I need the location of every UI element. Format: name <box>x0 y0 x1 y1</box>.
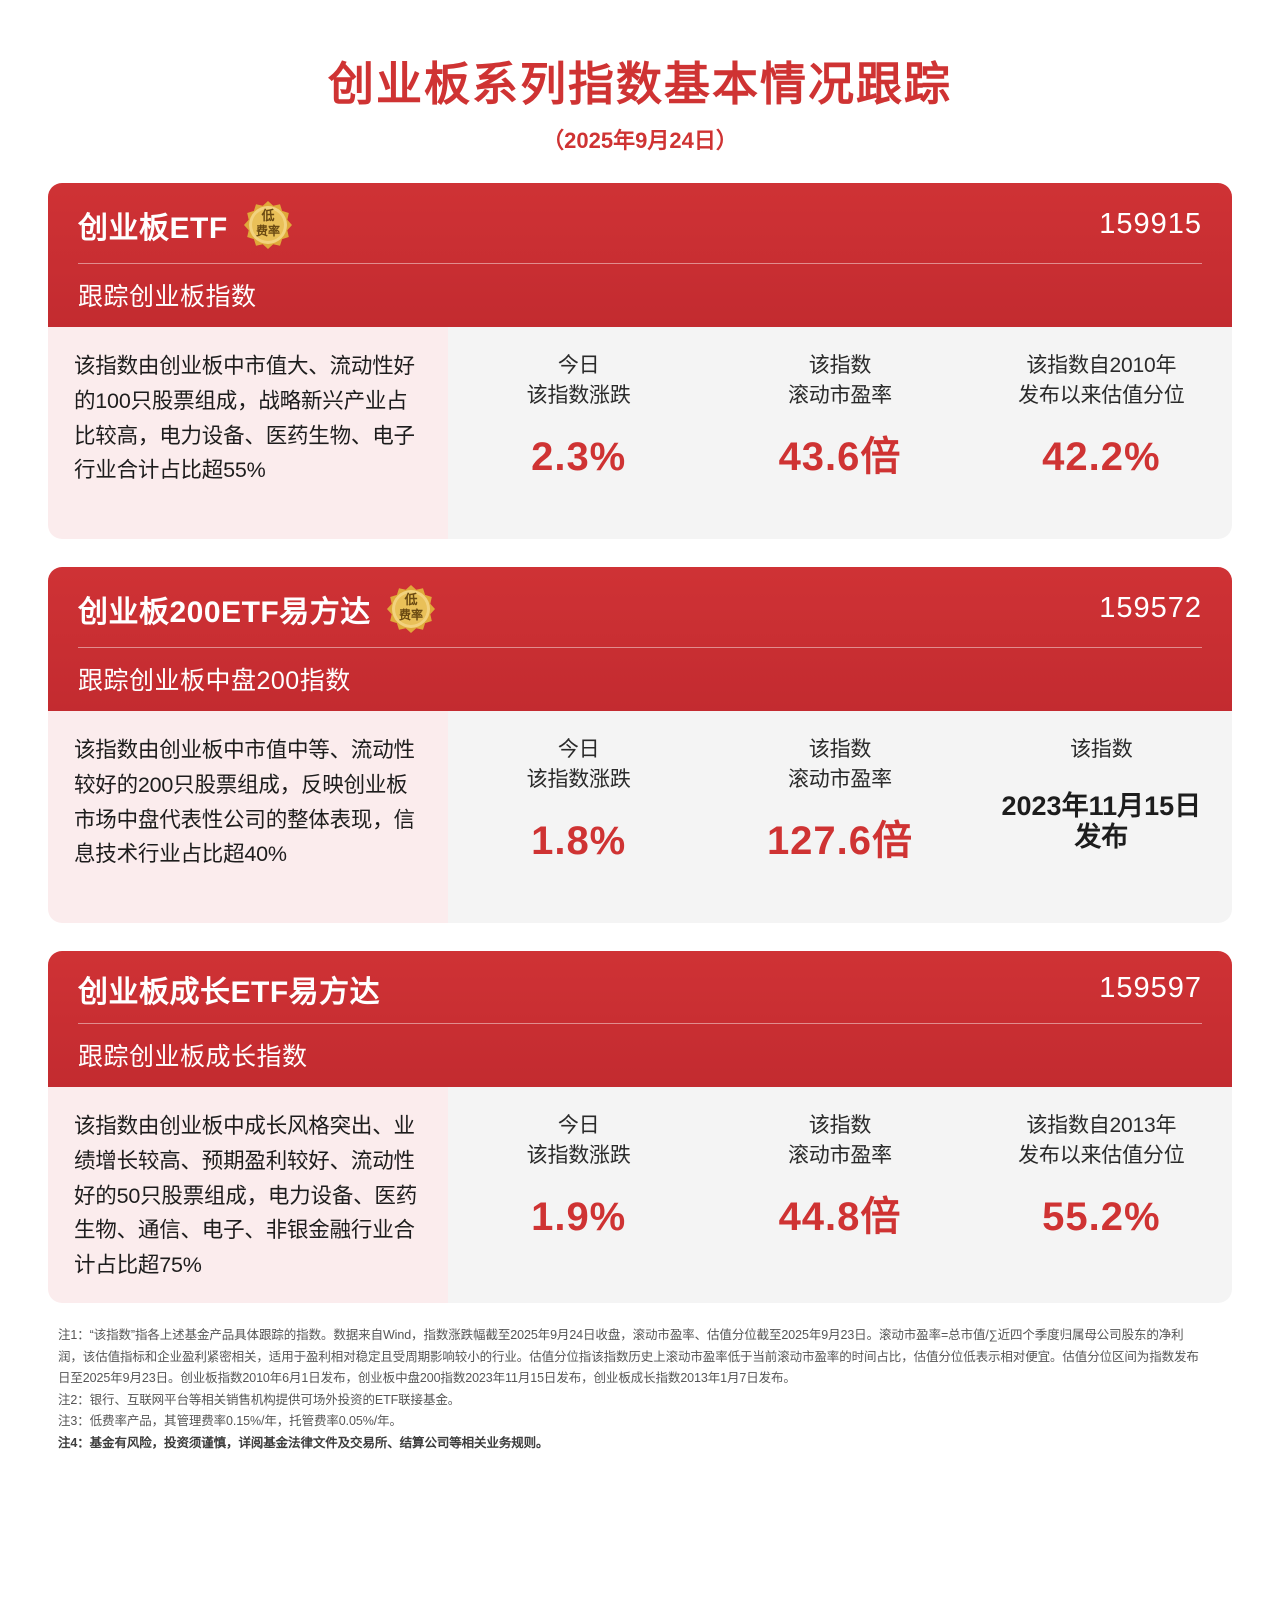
metric-value: 44.8倍 <box>778 1194 902 1239</box>
metric-label: 今日 该指数涨跌 <box>526 1113 631 1168</box>
fund-name: 创业板ETF <box>78 211 228 245</box>
metrics-row: 今日 该指数涨跌 1.9% 该指数 滚动市盈率 44.8倍 该指数自2013年 发布以来估值分… <box>448 1086 1232 1304</box>
card-body: 该指数由创业板中市值大、流动性好的100只股票组成，战略新兴产业占比较高，电力设… <box>48 326 1232 539</box>
card-header: 创业板成长ETF易方达 159597 跟踪创业板成长指数 <box>48 950 1232 1087</box>
card-body: 该指数由创业板中成长风格突出、业绩增长较高、预期盈利较好、流动性好的50只股票组… <box>48 1086 1232 1304</box>
page-title: 创业板系列指数基本情况跟踪 <box>328 58 952 110</box>
etf-card-159572: 创业板200ETF易方达 低费率 159572 跟踪创业板中盘200指数 该指数… <box>48 566 1232 923</box>
metric-3: 该指数 2023年11月15日 发布 <box>971 711 1232 923</box>
footnote-6: 注4：基金有风险，投资须谨慎，详阅基金法律文件及交易所、结算公司等相关业务规则。 <box>58 1435 549 1450</box>
metrics-row: 今日 该指数涨跌 2.3% 该指数 滚动市盈率 43.6倍 该指数自2010年 发布以来估值分… <box>448 326 1232 539</box>
metric-1: 今日 该指数涨跌 1.9% <box>448 1087 709 1303</box>
index-description: 该指数由创业板中市值中等、流动性较好的200只股票组成，反映创业板市场中盘代表性… <box>48 710 448 923</box>
metric-label: 该指数 滚动市盈率 <box>787 737 892 792</box>
metrics-row: 今日 该指数涨跌 1.8% 该指数 滚动市盈率 127.6倍 该指数 2023年11月15日发… <box>448 710 1232 923</box>
metric-label: 今日 该指数涨跌 <box>526 353 631 408</box>
etf-card-159915: 创业板ETF 低费率 159915 跟踪创业板指数 该指数由创业板中市值大、流动… <box>48 182 1232 539</box>
fund-name: 创业板200ETF易方达 <box>78 595 371 629</box>
metric-label: 该指数 滚动市盈率 <box>787 353 892 408</box>
metric-1: 今日 该指数涨跌 1.8% <box>448 711 709 923</box>
tracking-index-label: 跟踪创业板成长指数 <box>78 1042 308 1071</box>
cards-container: 创业板ETF 低费率 159915 跟踪创业板指数 该指数由创业板中市值大、流动… <box>48 182 1232 1304</box>
header-divider <box>78 646 1202 648</box>
metric-label: 该指数自2010年 发布以来估值分位 <box>1018 353 1185 408</box>
fund-name: 创业板成长ETF易方达 <box>78 975 381 1009</box>
tracking-index-label: 跟踪创业板指数 <box>78 282 257 311</box>
metric-label: 该指数 滚动市盈率 <box>787 1113 892 1168</box>
low-fee-badge: 低费率 <box>242 199 294 251</box>
metric-value: 55.2% <box>1042 1194 1161 1239</box>
svg-text:费率: 费率 <box>399 607 423 622</box>
card-header: 创业板ETF 低费率 159915 跟踪创业板指数 <box>48 182 1232 327</box>
metric-value: 1.9% <box>531 1194 627 1239</box>
metric-2: 该指数 滚动市盈率 43.6倍 <box>709 327 970 539</box>
metric-2: 该指数 滚动市盈率 44.8倍 <box>709 1087 970 1303</box>
footnote-1: 注1：“该指数”指各上述基金产品具体跟踪的指数。数据来自Wind，指数涨跌幅截至… <box>58 1328 1184 1343</box>
metric-value: 127.6倍 <box>766 818 914 863</box>
footnotes: 注1：“该指数”指各上述基金产品具体跟踪的指数。数据来自Wind，指数涨跌幅截至… <box>48 1325 1232 1454</box>
metric-value: 42.2% <box>1042 434 1161 479</box>
metric-2: 该指数 滚动市盈率 127.6倍 <box>709 711 970 923</box>
metric-value: 43.6倍 <box>778 434 902 479</box>
tracking-index-label: 跟踪创业板中盘200指数 <box>78 666 351 695</box>
etf-card-159597: 创业板成长ETF易方达 159597 跟踪创业板成长指数 该指数由创业板中成长风… <box>48 950 1232 1304</box>
index-description: 该指数由创业板中市值大、流动性好的100只股票组成，战略新兴产业占比较高，电力设… <box>48 326 448 539</box>
metric-1: 今日 该指数涨跌 2.3% <box>448 327 709 539</box>
footnote-2: 润，该估值指标和企业盈利紧密相关，适用于盈利相对稳定且受周期影响较小的行业。估值… <box>58 1349 1199 1364</box>
low-fee-badge: 低费率 <box>385 583 437 635</box>
svg-text:低: 低 <box>403 592 417 607</box>
title-block: 创业板系列指数基本情况跟踪 （2025年9月24日） <box>48 0 1232 155</box>
metric-value: 1.8% <box>531 818 627 863</box>
metric-3: 该指数自2010年 发布以来估值分位 42.2% <box>971 327 1232 539</box>
card-body: 该指数由创业板中市值中等、流动性较好的200只股票组成，反映创业板市场中盘代表性… <box>48 710 1232 923</box>
footnote-4: 注2：银行、互联网平台等相关销售机构提供可场外投资的ETF联接基金。 <box>58 1392 461 1407</box>
metric-label: 该指数 <box>1070 737 1133 761</box>
metric-value: 2.3% <box>531 434 627 479</box>
header-divider <box>78 262 1202 264</box>
page-date: （2025年9月24日） <box>542 127 738 153</box>
card-header: 创业板200ETF易方达 低费率 159572 跟踪创业板中盘200指数 <box>48 566 1232 711</box>
footnote-5: 注3：低费率产品，其管理费率0.15%/年，托管费率0.05%/年。 <box>58 1414 402 1429</box>
svg-text:低: 低 <box>260 208 274 223</box>
metric-label: 该指数自2013年 发布以来估值分位 <box>1018 1113 1185 1168</box>
metric-value: 2023年11月15日 发布 <box>1001 791 1202 853</box>
fund-code: 159597 <box>1099 972 1202 1005</box>
metric-3: 该指数自2013年 发布以来估值分位 55.2% <box>971 1087 1232 1303</box>
index-description: 该指数由创业板中成长风格突出、业绩增长较高、预期盈利较好、流动性好的50只股票组… <box>48 1086 448 1304</box>
metric-label: 今日 该指数涨跌 <box>526 737 631 792</box>
fund-code: 159572 <box>1099 592 1202 625</box>
header-divider <box>78 1022 1202 1024</box>
footnote-3: 日至2025年9月23日。创业板指数2010年6月1日发布，创业板中盘200指数… <box>58 1371 796 1386</box>
fund-code: 159915 <box>1099 208 1202 241</box>
svg-text:费率: 费率 <box>256 223 280 238</box>
